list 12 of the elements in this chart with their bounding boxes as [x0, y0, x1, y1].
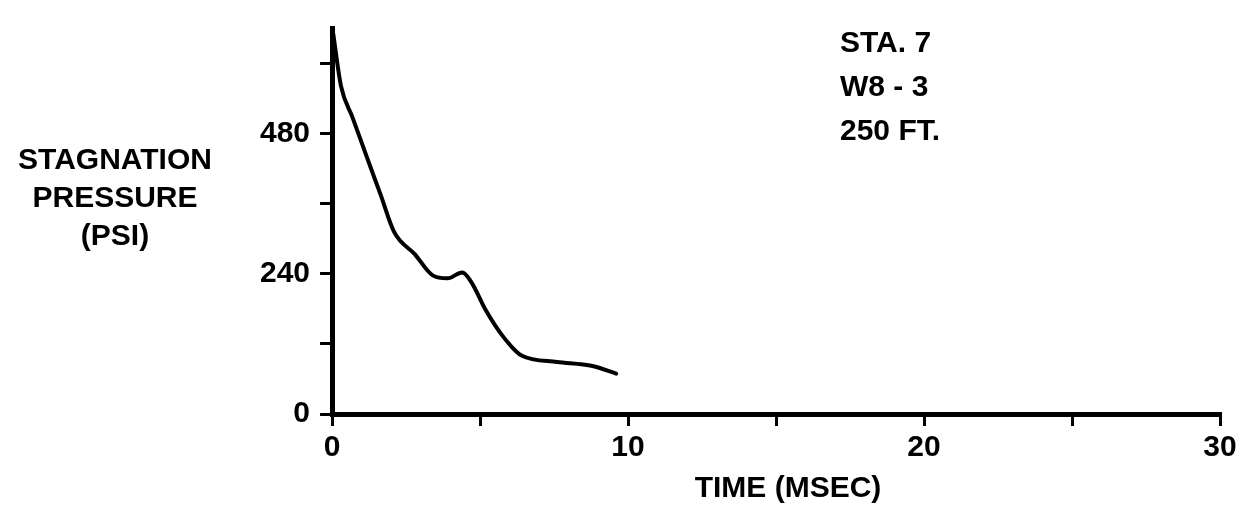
y-axis-title: STAGNATION PRESSURE (PSI) — [17, 141, 213, 253]
annotation: 250 FT. — [840, 112, 941, 148]
x-tick-label: 10 — [611, 429, 645, 463]
y-tick-label: 240 — [259, 254, 311, 288]
x-tick-label: 30 — [1203, 429, 1237, 463]
y-tick-label: 0 — [293, 395, 311, 429]
x-axis-title: TIME (MSEC) — [693, 470, 883, 504]
y-tick-label: 480 — [259, 114, 311, 148]
x-tick-label: 0 — [323, 429, 341, 463]
annotation: STA. 7 — [840, 24, 933, 60]
annotation: W8 - 3 — [840, 68, 930, 104]
x-tick-label: 20 — [907, 429, 941, 463]
